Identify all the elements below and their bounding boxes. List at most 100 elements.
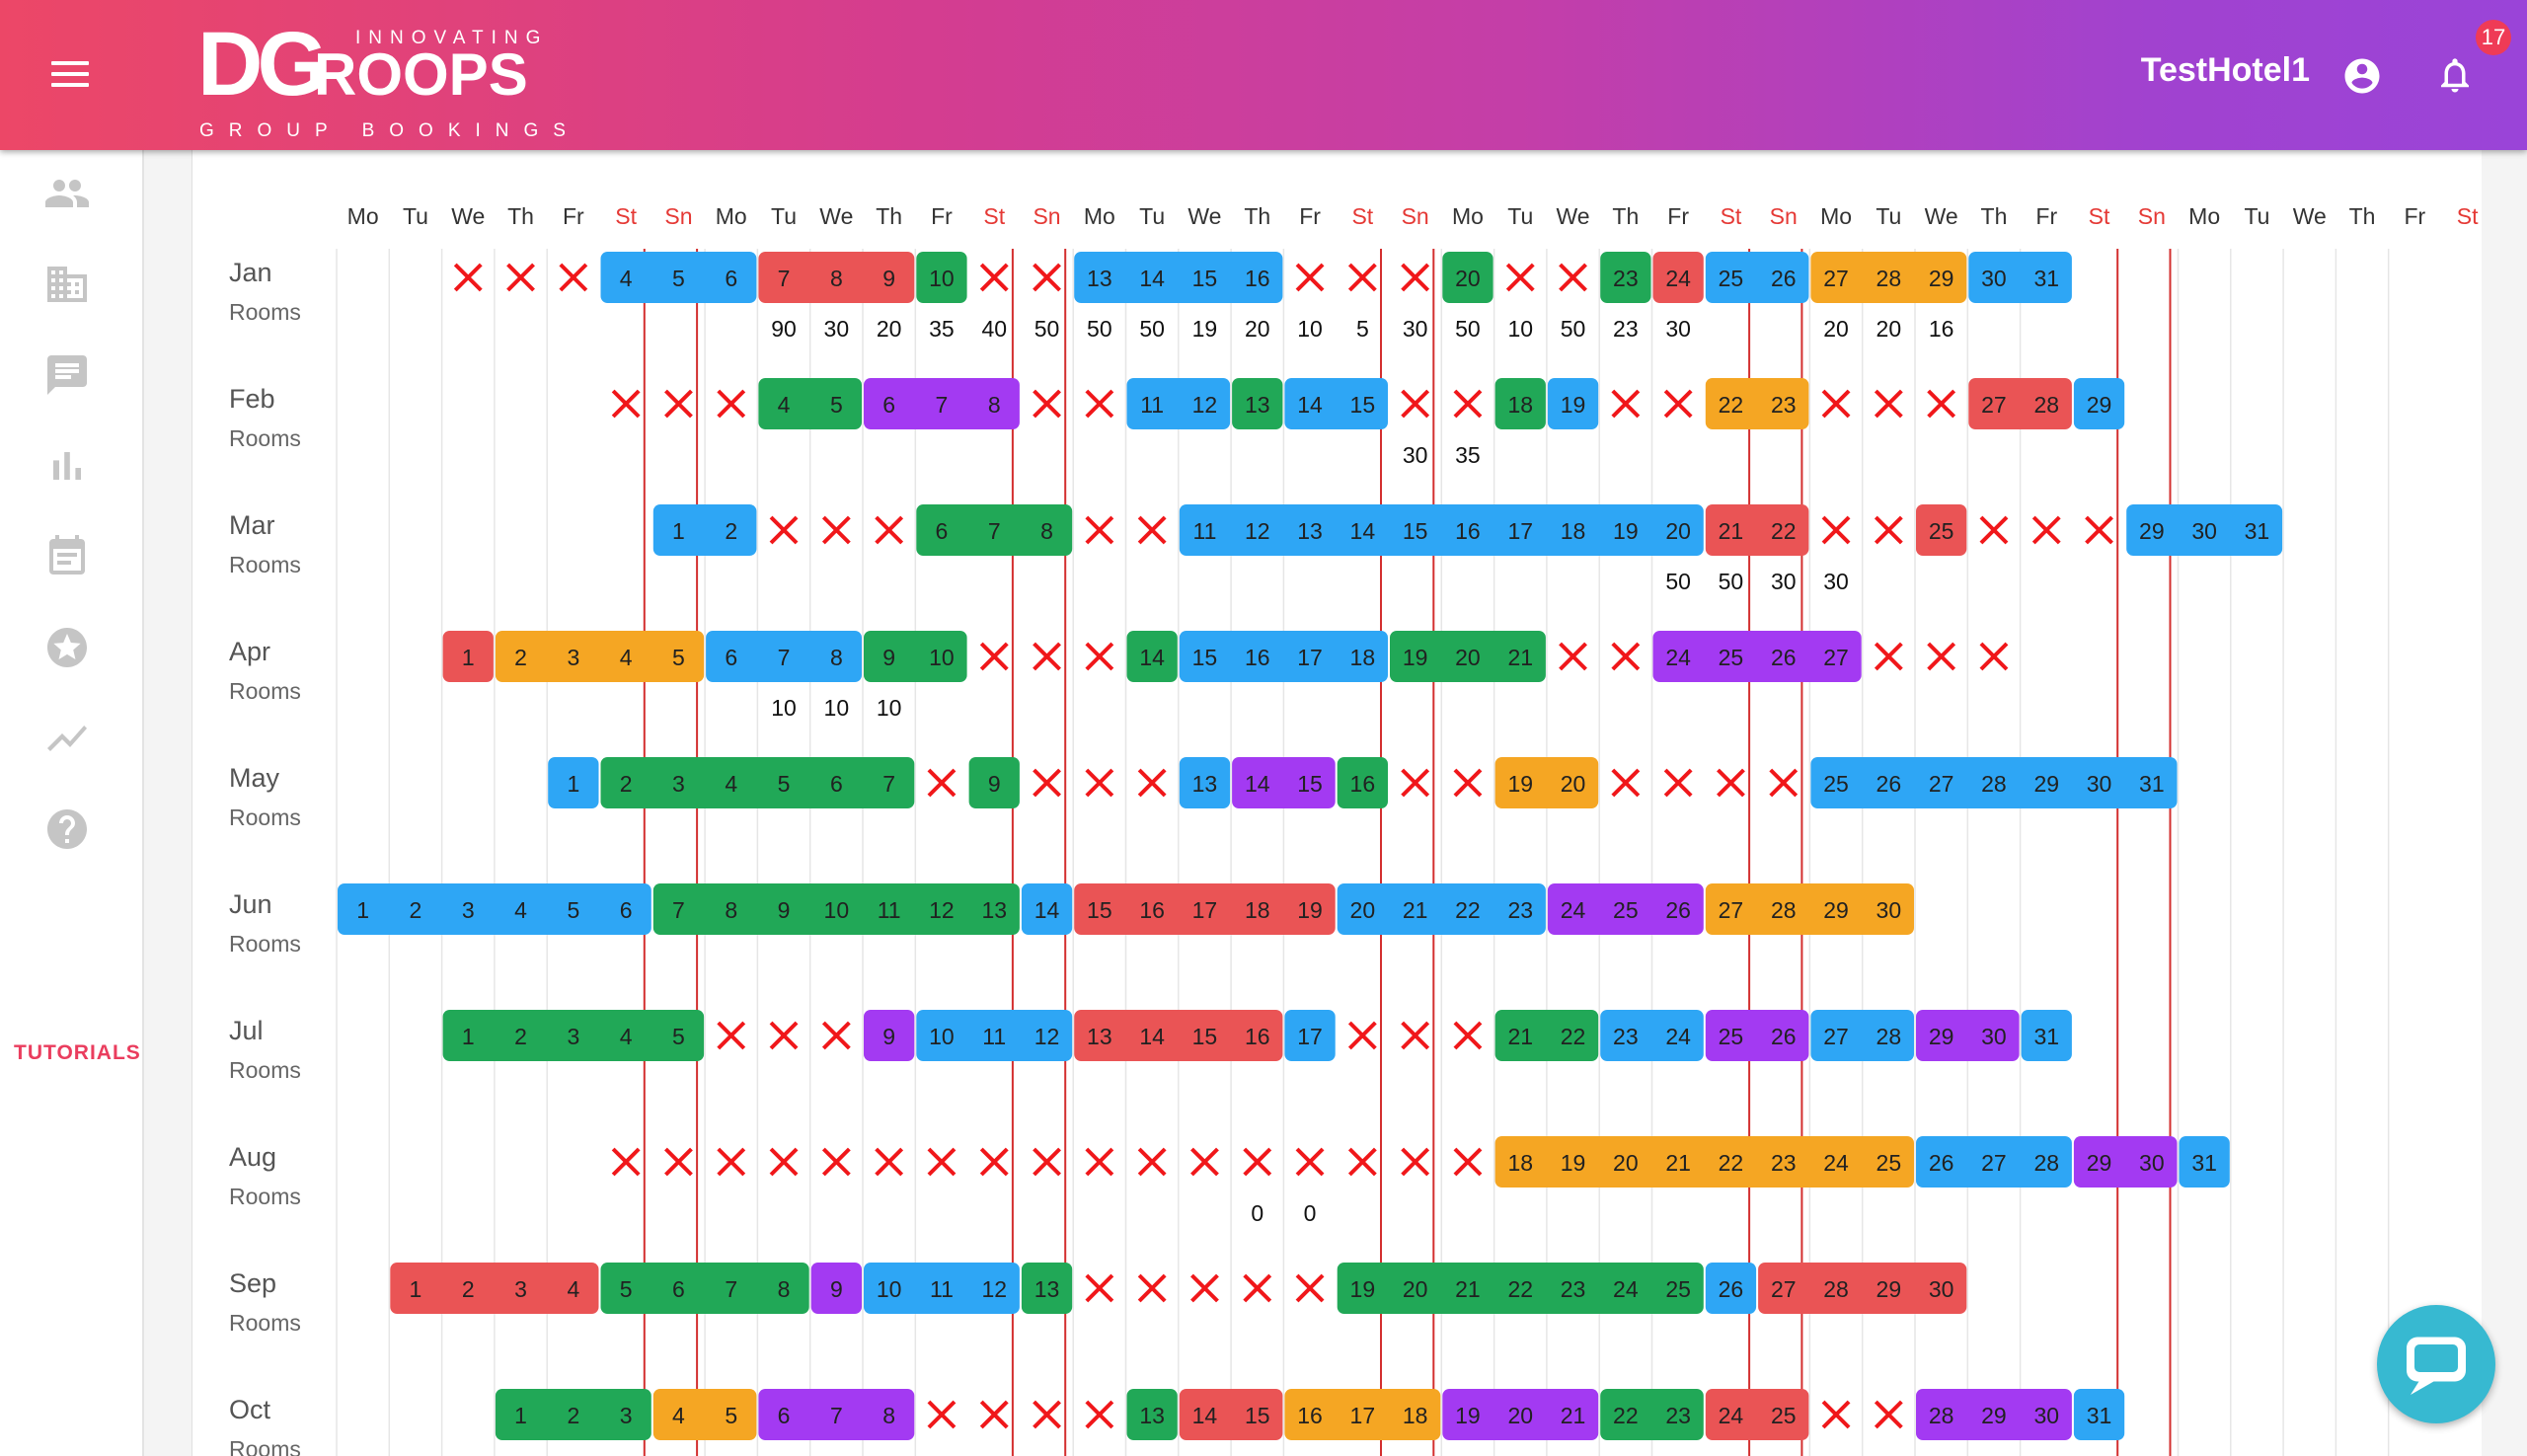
booking-block-oct[interactable] xyxy=(1600,1389,1704,1440)
day-number[interactable]: 25 xyxy=(1719,266,1744,291)
dgroops-logo[interactable]: DG ROOPS INNOVATING GROUP BOOKINGS xyxy=(197,8,592,146)
day-number[interactable]: 14 xyxy=(1192,1403,1218,1428)
booking-block-jul[interactable] xyxy=(442,1010,705,1061)
day-number[interactable]: 30 xyxy=(2139,1150,2165,1176)
day-number[interactable]: 14 xyxy=(1245,771,1270,797)
booking-block-jul[interactable] xyxy=(916,1010,1073,1061)
closed-day-x-icon[interactable] xyxy=(1033,642,1061,671)
chat-icon[interactable] xyxy=(43,351,91,399)
day-number[interactable]: 30 xyxy=(1876,897,1902,923)
booking-block-sep[interactable] xyxy=(864,1263,1020,1314)
day-number[interactable]: 19 xyxy=(1561,392,1586,418)
closed-day-x-icon[interactable] xyxy=(1401,263,1430,292)
day-number[interactable]: 21 xyxy=(1665,1150,1691,1176)
closed-day-x-icon[interactable] xyxy=(821,515,851,545)
day-number[interactable]: 7 xyxy=(830,1403,843,1428)
day-number[interactable]: 5 xyxy=(725,1403,737,1428)
closed-day-x-icon[interactable] xyxy=(1874,389,1903,419)
day-number[interactable]: 14 xyxy=(1139,645,1165,670)
day-number[interactable]: 27 xyxy=(1823,266,1849,291)
booking-block-may[interactable] xyxy=(1337,757,1388,808)
booking-block-jun[interactable] xyxy=(1337,883,1546,935)
booking-block-aug[interactable] xyxy=(1494,1136,1914,1188)
day-number[interactable]: 20 xyxy=(1350,897,1376,923)
day-number[interactable]: 19 xyxy=(1297,897,1323,923)
booking-block-mar[interactable] xyxy=(916,504,1073,556)
day-number[interactable]: 11 xyxy=(930,1276,954,1302)
day-number[interactable]: 2 xyxy=(725,518,737,544)
closed-day-x-icon[interactable] xyxy=(1663,768,1693,798)
day-number[interactable]: 10 xyxy=(929,1024,955,1049)
day-number[interactable]: 25 xyxy=(1771,1403,1797,1428)
day-number[interactable]: 22 xyxy=(1507,1276,1533,1302)
day-number[interactable]: 13 xyxy=(1139,1403,1165,1428)
day-number[interactable]: 11 xyxy=(1193,518,1217,544)
day-number[interactable]: 14 xyxy=(1139,266,1165,291)
booking-block-oct[interactable] xyxy=(1916,1389,2072,1440)
closed-day-x-icon[interactable] xyxy=(506,263,535,292)
day-number[interactable]: 9 xyxy=(882,1024,895,1049)
day-number[interactable]: 27 xyxy=(1823,645,1849,670)
day-number[interactable]: 13 xyxy=(1087,1024,1112,1049)
booking-block-jul[interactable] xyxy=(1284,1010,1336,1061)
closed-day-x-icon[interactable] xyxy=(1505,263,1535,292)
booking-block-feb[interactable] xyxy=(758,378,862,429)
day-number[interactable]: 1 xyxy=(462,1024,475,1049)
booking-block-jun[interactable] xyxy=(1021,883,1073,935)
day-number[interactable]: 27 xyxy=(1823,1024,1849,1049)
booking-block-may[interactable] xyxy=(548,757,599,808)
closed-day-x-icon[interactable] xyxy=(1401,1021,1430,1050)
closed-day-x-icon[interactable] xyxy=(1085,1273,1114,1303)
day-number[interactable]: 13 xyxy=(1245,392,1270,418)
day-number[interactable]: 19 xyxy=(1561,1150,1586,1176)
day-number[interactable]: 21 xyxy=(1719,518,1744,544)
closed-day-x-icon[interactable] xyxy=(1033,1400,1061,1429)
booking-block-sep[interactable] xyxy=(1021,1263,1073,1314)
closed-day-x-icon[interactable] xyxy=(1033,389,1061,419)
day-number[interactable]: 28 xyxy=(1929,1403,1954,1428)
day-number[interactable]: 31 xyxy=(2033,1024,2059,1049)
closed-day-x-icon[interactable] xyxy=(1559,642,1587,671)
day-number[interactable]: 21 xyxy=(1507,1024,1533,1049)
booking-block-feb[interactable] xyxy=(864,378,1020,429)
day-number[interactable]: 1 xyxy=(514,1403,527,1428)
day-number[interactable]: 31 xyxy=(2033,266,2059,291)
day-number[interactable]: 5 xyxy=(672,645,685,670)
trend-line-icon[interactable] xyxy=(43,715,91,762)
day-number[interactable]: 8 xyxy=(725,897,737,923)
booking-block-jul[interactable] xyxy=(1916,1010,2020,1061)
closed-day-x-icon[interactable] xyxy=(1190,1147,1219,1177)
day-number[interactable]: 9 xyxy=(830,1276,843,1302)
calendar-icon[interactable] xyxy=(43,533,91,580)
booking-block-jun[interactable] xyxy=(1074,883,1336,935)
closed-day-x-icon[interactable] xyxy=(1401,1147,1430,1177)
closed-day-x-icon[interactable] xyxy=(979,642,1009,671)
day-number[interactable]: 8 xyxy=(988,392,1001,418)
day-number[interactable]: 4 xyxy=(620,645,633,670)
day-number[interactable]: 8 xyxy=(778,1276,791,1302)
day-number[interactable]: 7 xyxy=(778,266,791,291)
day-number[interactable]: 2 xyxy=(462,1276,475,1302)
closed-day-x-icon[interactable] xyxy=(1085,389,1114,419)
closed-day-x-icon[interactable] xyxy=(1347,1021,1377,1050)
booking-block-jun[interactable] xyxy=(1547,883,1704,935)
booking-block-jan[interactable] xyxy=(758,252,915,303)
booking-block-oct[interactable] xyxy=(758,1389,915,1440)
day-number[interactable]: 11 xyxy=(982,1024,1006,1049)
closed-day-x-icon[interactable] xyxy=(1033,1147,1061,1177)
day-number[interactable]: 22 xyxy=(1771,518,1797,544)
day-number[interactable]: 24 xyxy=(1665,645,1691,670)
day-number[interactable]: 28 xyxy=(2033,1150,2059,1176)
booking-block-mar[interactable] xyxy=(1179,504,1704,556)
closed-day-x-icon[interactable] xyxy=(1137,768,1167,798)
closed-day-x-icon[interactable] xyxy=(717,1021,746,1050)
day-number[interactable]: 6 xyxy=(672,1276,685,1302)
day-number[interactable]: 30 xyxy=(1981,266,2007,291)
closed-day-x-icon[interactable] xyxy=(1401,389,1430,419)
booking-block-oct[interactable] xyxy=(1126,1389,1178,1440)
closed-day-x-icon[interactable] xyxy=(1295,263,1325,292)
day-number[interactable]: 8 xyxy=(830,645,843,670)
booking-block-jul[interactable] xyxy=(1810,1010,1914,1061)
day-number[interactable]: 16 xyxy=(1245,266,1270,291)
day-number[interactable]: 12 xyxy=(929,897,955,923)
